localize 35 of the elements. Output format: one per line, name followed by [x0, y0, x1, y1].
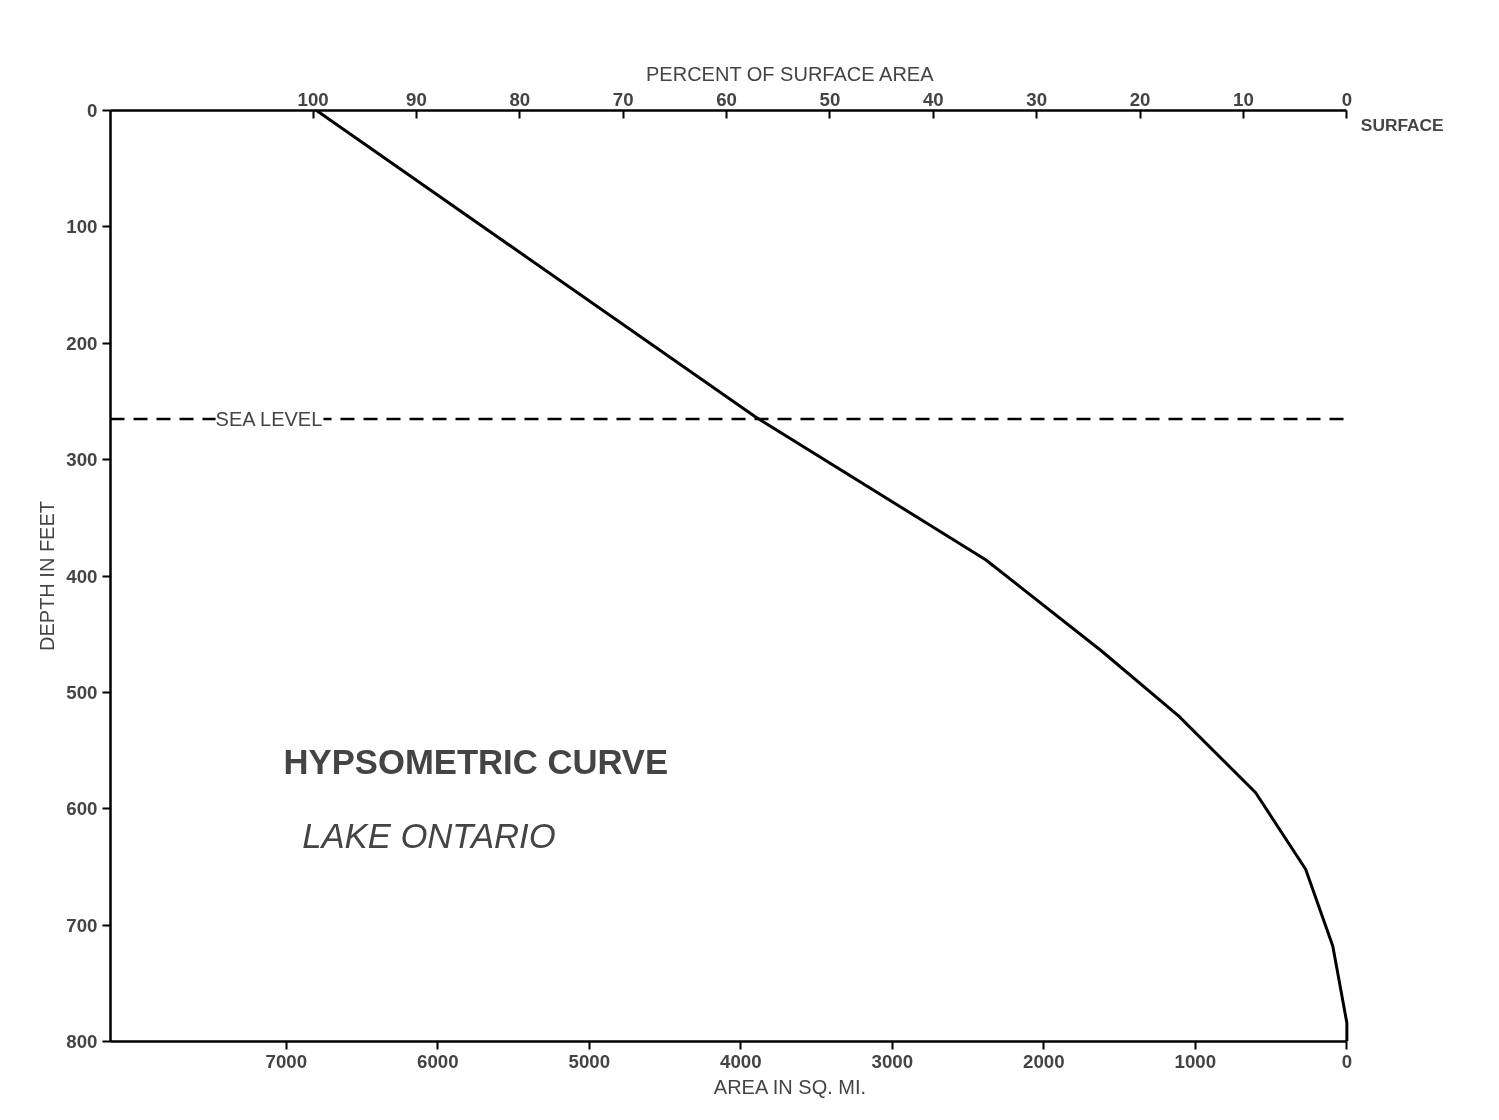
x2-tick-label: 40: [922, 88, 944, 110]
y-tick-label: 400: [66, 565, 98, 587]
y-tick-label: 700: [66, 914, 98, 936]
ref-line-label: SEA LEVEL: [215, 407, 323, 430]
x2-tick-label: 0: [1341, 88, 1353, 110]
x2-tick-label: 80: [509, 88, 531, 110]
x2-tick-label: 70: [612, 88, 634, 110]
x-tick-label: 2000: [1023, 1050, 1065, 1072]
x-tick-label: 4000: [720, 1050, 762, 1072]
y-tick-label: 100: [66, 216, 98, 238]
text: SURFACE: [1360, 114, 1444, 135]
text: LAKE ONTARIO: [302, 817, 556, 856]
y-tick-label: 300: [66, 449, 98, 471]
x2-tick-label: 30: [1026, 88, 1048, 110]
x2-tick-label: 90: [406, 88, 427, 110]
x-tick-label: 3000: [871, 1050, 914, 1072]
y-tick-label: 0: [87, 100, 98, 121]
x2-axis-title: PERCENT OF SURFACE AREA: [646, 62, 935, 85]
x-tick-label: 1000: [1174, 1050, 1217, 1072]
x-tick-label: 0: [1341, 1050, 1353, 1072]
y-tick-label: 500: [66, 681, 98, 703]
y-tick-label: 600: [66, 798, 98, 820]
x-tick-label: 6000: [417, 1050, 459, 1072]
x2-tick-label: 20: [1129, 88, 1151, 110]
x2-tick-label: 10: [1233, 88, 1254, 110]
x-axis-title: AREA IN SQ. MI.: [713, 1075, 867, 1098]
y-tick-label: 200: [66, 332, 98, 354]
x-tick-label: 7000: [265, 1050, 308, 1072]
y-tick-label: 800: [66, 1031, 98, 1052]
y-axis-title: DEPTH IN FEET: [36, 500, 59, 651]
x2-tick-label: 100: [297, 88, 329, 110]
x-tick-label: 5000: [568, 1050, 611, 1072]
x2-tick-label: 60: [716, 88, 737, 110]
x2-tick-label: 50: [819, 88, 841, 110]
text: HYPSOMETRIC CURVE: [283, 742, 669, 781]
